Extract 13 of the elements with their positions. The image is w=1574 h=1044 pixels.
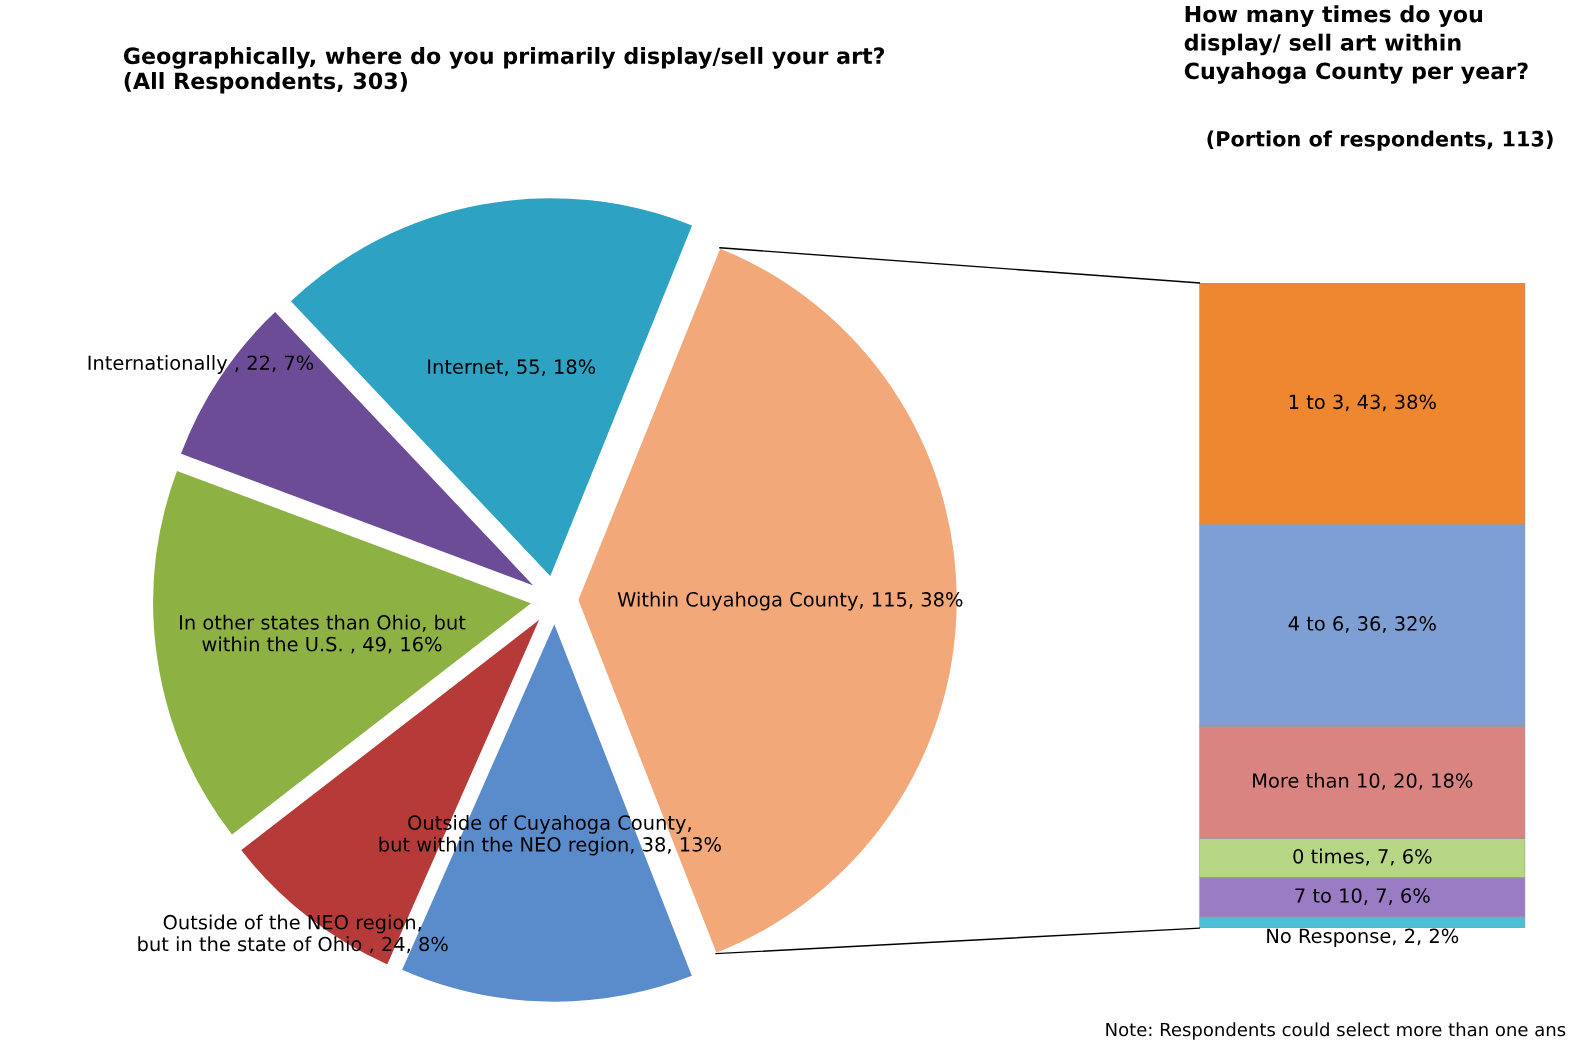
chart-subtitle: (Portion of respondents, 113)	[1207, 130, 1553, 151]
slice-label: Internationally , 22, 7%	[88, 355, 314, 374]
slice-label: In other states than Ohio, but within the U.S. , 49, 16%	[180, 614, 466, 654]
data-label: 0 times, 7, 6%	[1293, 848, 1432, 866]
data-label: No Response, 2, 2%	[1267, 928, 1459, 947]
data-label: 4 to 6, 36, 32%	[1288, 616, 1436, 633]
slice-label: Internet, 55, 18%	[428, 359, 596, 376]
data-label: 7 to 10, 7, 6%	[1295, 888, 1430, 905]
chart-title: Geographically, where do you primarily display/sell your art? (All Respondents, 303)	[123, 46, 885, 94]
chart-title: How many times do you display/ sell art within Cuyahoga County per year?	[1184, 5, 1528, 84]
data-label: More than 10, 20, 18%	[1253, 772, 1473, 790]
text: Note: Respondents could select more than one ans	[1106, 1022, 1566, 1040]
data-label: 1 to 3, 43, 38%	[1289, 394, 1436, 412]
